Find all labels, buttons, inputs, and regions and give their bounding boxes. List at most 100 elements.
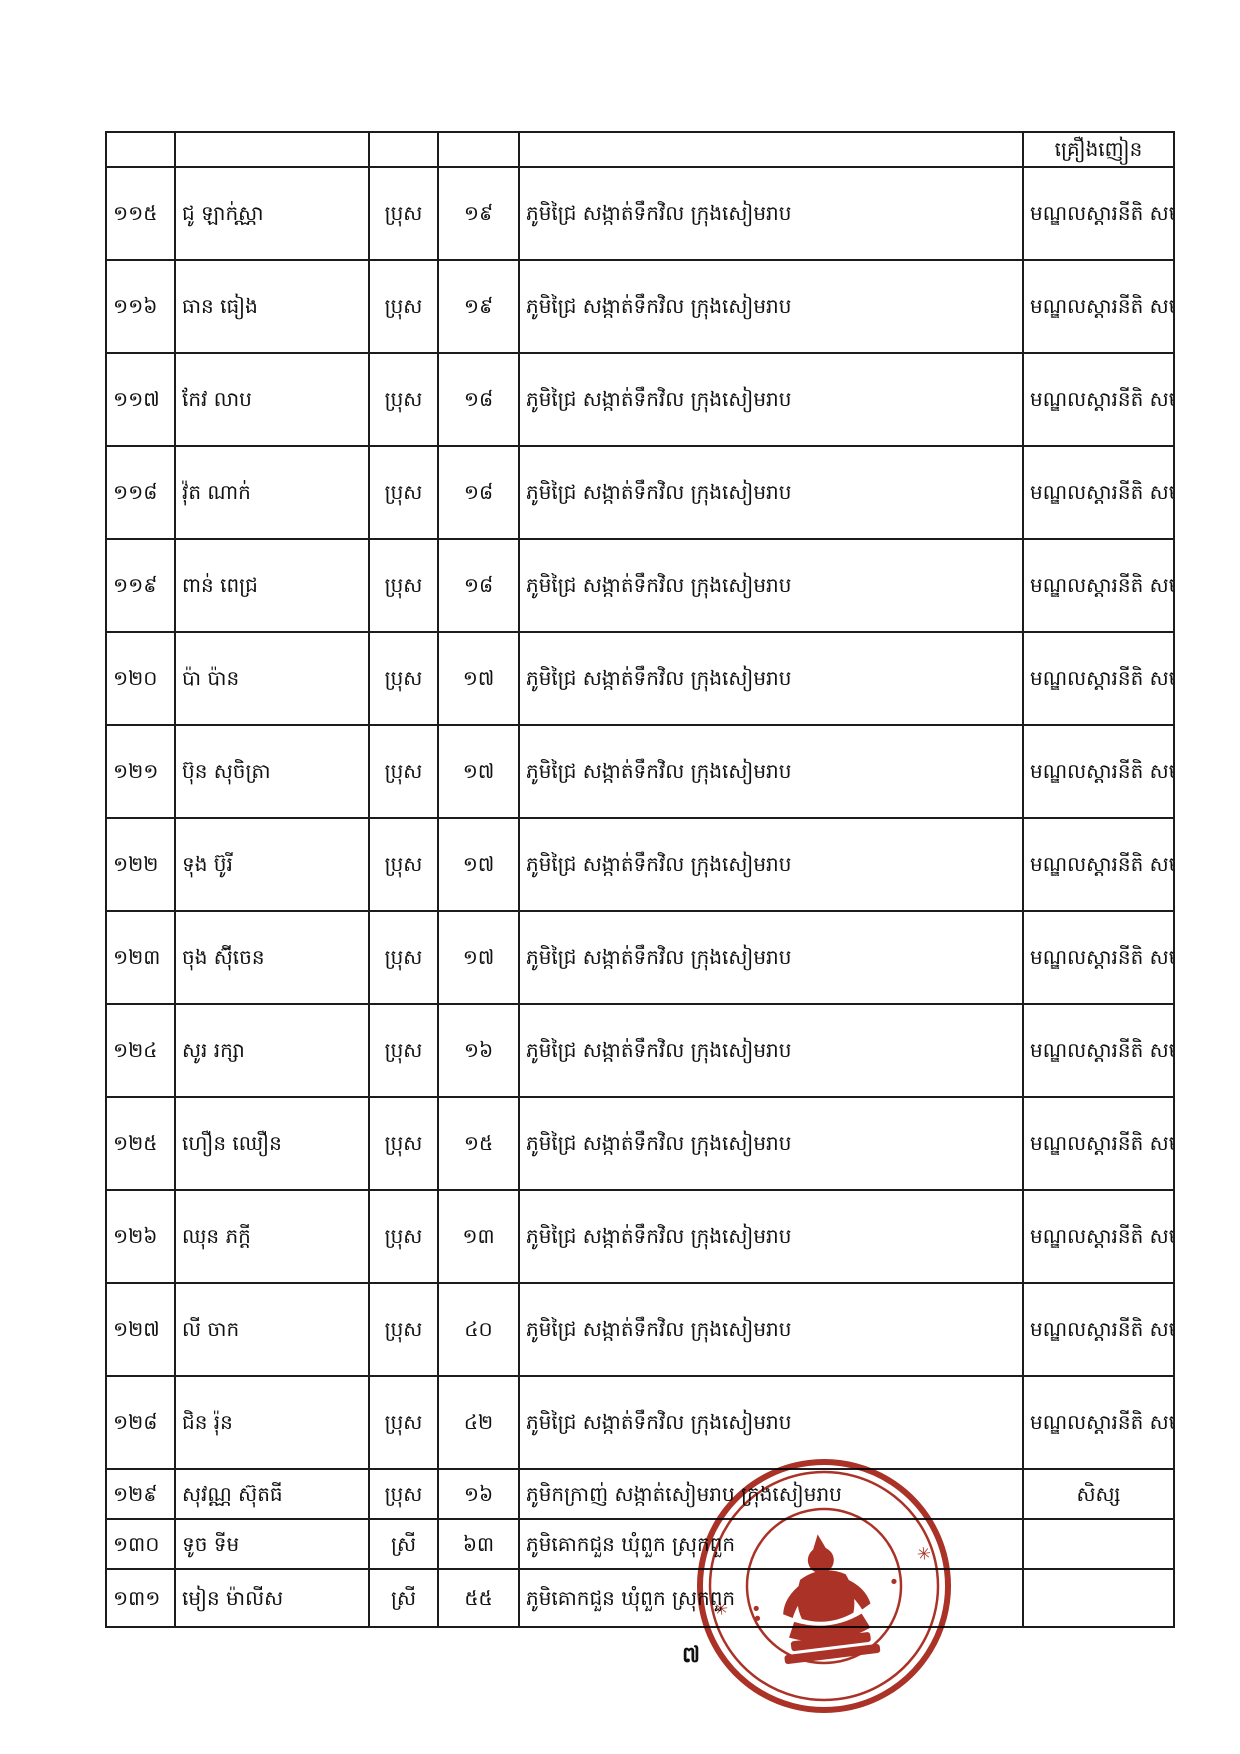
- cell-note: សិស្ស: [1022, 1468, 1175, 1520]
- cell-gender: ប្រុស: [368, 352, 439, 447]
- cell-name: ជូ ឡាក់ស្ណា: [174, 166, 370, 261]
- cell-gender: ប្រុស: [368, 1096, 439, 1191]
- cell-age: ១៧: [437, 631, 520, 726]
- cell-gender: ប្រុស: [368, 1468, 439, 1520]
- table-row: ១១៨ វ៉ុត ណាក់ ប្រុស ១៨ ភូមិជ្រៃ សង្កាត់ទ…: [105, 445, 1175, 540]
- cell-address: ភូមិជ្រៃ សង្កាត់ទឹកវិល ក្រុងសៀមរាប: [518, 1282, 1024, 1377]
- cell-age: ១៩: [437, 259, 520, 354]
- cell-name: កែវ លាប: [174, 352, 370, 447]
- cell-gender: ប្រុស: [368, 259, 439, 354]
- cell-gender: ប្រុស: [368, 817, 439, 912]
- cell-no: ១២១: [105, 724, 176, 819]
- cell-name: ប៊ុន សុចិត្រា: [174, 724, 370, 819]
- cell-address: ភូមិជ្រៃ សង្កាត់ទឹកវិល ក្រុងសៀមរាប: [518, 352, 1024, 447]
- cell-age: ៤២: [437, 1375, 520, 1470]
- table-row: ១១៥ ជូ ឡាក់ស្ណា ប្រុស ១៩ ភូមិជ្រៃ សង្កាត…: [105, 166, 1175, 261]
- cell-name: លី ចាក: [174, 1282, 370, 1377]
- cell-no: ១៣០: [105, 1518, 176, 1570]
- cell-note: មណ្ឌលស្តារនីតិ សម្បទាអ្នកញៀន គ្រឿងញៀន: [1022, 538, 1175, 633]
- cell-name: ប៉ា ប៉ាន: [174, 631, 370, 726]
- cell-name: ឈុន ភក្ដី: [174, 1189, 370, 1284]
- cell-address: ភូមិជ្រៃ សង្កាត់ទឹកវិល ក្រុងសៀមរាប: [518, 1096, 1024, 1191]
- table-row: ១១៩ ពាន់ ពេជ្រ ប្រុស ១៨ ភូមិជ្រៃ សង្កាត់…: [105, 538, 1175, 633]
- cell-age: ១៦: [437, 1003, 520, 1098]
- cell-address: ភូមិជ្រៃ សង្កាត់ទឹកវិល ក្រុងសៀមរាប: [518, 445, 1024, 540]
- table-row: ១៣០ ទូច ទីម ស្រី ៦៣ ភូមិគោកជួន ឃុំពួក ស្…: [105, 1518, 1175, 1570]
- table-row: ១២៩ សុវណ្ណ ស៊ុតធី ប្រុស ១៦ ភូមិកក្រាញ់ ស…: [105, 1468, 1175, 1520]
- cell-no: ១១៥: [105, 166, 176, 261]
- cell-no: ១១៨: [105, 445, 176, 540]
- table-row: ១២៤ សូរ រក្សា ប្រុស ១៦ ភូមិជ្រៃ សង្កាត់ទ…: [105, 1003, 1175, 1098]
- cell-address: ភូមិជ្រៃ សង្កាត់ទឹកវិល ក្រុងសៀមរាប: [518, 724, 1024, 819]
- cell-name: ហឿន ឈឿន: [174, 1096, 370, 1191]
- cell-gender: ប្រុស: [368, 1189, 439, 1284]
- roster-table: គ្រឿងញៀន ១១៥ ជូ ឡាក់ស្ណា ប្រុស ១៩ ភូមិជ្…: [105, 131, 1175, 1628]
- cell-note: មណ្ឌលស្តារនីតិ សម្បទាអ្នកញៀន គ្រឿងញៀន: [1022, 1375, 1175, 1470]
- cell-address: ភូមិជ្រៃ សង្កាត់ទឹកវិល ក្រុងសៀមរាប: [518, 910, 1024, 1005]
- cell-age: ១៥: [437, 1096, 520, 1191]
- cell-note: មណ្ឌលស្តារនីតិ សម្បទាអ្នកញៀន គ្រឿងញៀន: [1022, 1189, 1175, 1284]
- cell-name: ធាន ធៀង: [174, 259, 370, 354]
- table-row: ១២៥ ហឿន ឈឿន ប្រុស ១៥ ភូមិជ្រៃ សង្កាត់ទឹក…: [105, 1096, 1175, 1191]
- cell-name: សុវណ្ណ ស៊ុតធី: [174, 1468, 370, 1520]
- cell-note: មណ្ឌលស្តារនីតិ សម្បទាអ្នកញៀន គ្រឿងញៀន: [1022, 910, 1175, 1005]
- cell-name: ជិន រ៉ុន: [174, 1375, 370, 1470]
- cell-address: ភូមិជ្រៃ សង្កាត់ទឹកវិល ក្រុងសៀមរាប: [518, 259, 1024, 354]
- cell-no: ១២៧: [105, 1282, 176, 1377]
- cell-no: ១២៦: [105, 1189, 176, 1284]
- cell-age: ៦៣: [437, 1518, 520, 1570]
- cell-note: មណ្ឌលស្តារនីតិ សម្បទាអ្នកញៀន គ្រឿងញៀន: [1022, 817, 1175, 912]
- table-row: ១២៨ ជិន រ៉ុន ប្រុស ៤២ ភូមិជ្រៃ សង្កាត់ទឹ…: [105, 1375, 1175, 1470]
- cell-no: [105, 131, 176, 168]
- cell-address: ភូមិជ្រៃ សង្កាត់ទឹកវិល ក្រុងសៀមរាប: [518, 631, 1024, 726]
- cell-note: មណ្ឌលស្តារនីតិ សម្បទាអ្នកញៀន គ្រឿងញៀន: [1022, 1282, 1175, 1377]
- cell-age: ១៩: [437, 166, 520, 261]
- cell-address: ភូមិជ្រៃ សង្កាត់ទឹកវិល ក្រុងសៀមរាប: [518, 538, 1024, 633]
- cell-name: សូរ រក្សា: [174, 1003, 370, 1098]
- cell-no: ១២០: [105, 631, 176, 726]
- cell-address: ភូមិជ្រៃ សង្កាត់ទឹកវិល ក្រុងសៀមរាប: [518, 817, 1024, 912]
- cell-gender: ប្រុស: [368, 1282, 439, 1377]
- cell-gender: ប្រុស: [368, 1003, 439, 1098]
- cell-no: ១២៥: [105, 1096, 176, 1191]
- cell-name: ពាន់ ពេជ្រ: [174, 538, 370, 633]
- cell-name: ទូច ទីម: [174, 1518, 370, 1570]
- cell-age: [437, 131, 520, 168]
- cell-gender: ប្រុស: [368, 445, 439, 540]
- cell-no: ១១៦: [105, 259, 176, 354]
- cell-no: ១៣១: [105, 1568, 176, 1628]
- cell-address: ភូមិគោកជួន ឃុំពួក ស្រុកពួក: [518, 1568, 1024, 1628]
- cell-no: ១២៤: [105, 1003, 176, 1098]
- cell-note: មណ្ឌលស្តារនីតិ សម្បទាអ្នកញៀន គ្រឿងញៀន: [1022, 166, 1175, 261]
- table-row: ១២២ ទុង ប៊ូរី ប្រុស ១៧ ភូមិជ្រៃ សង្កាត់ទ…: [105, 817, 1175, 912]
- cell-age: ១៨: [437, 538, 520, 633]
- cell-gender: ស្រី: [368, 1568, 439, 1628]
- cell-note: មណ្ឌលស្តារនីតិ សម្បទាអ្នកញៀន គ្រឿងញៀន: [1022, 352, 1175, 447]
- cell-gender: ប្រុស: [368, 724, 439, 819]
- cell-name: ចុង ស៊ុីចេន: [174, 910, 370, 1005]
- cell-name: [174, 131, 370, 168]
- cell-no: ១១៩: [105, 538, 176, 633]
- cell-address: ភូមិគោកជួន ឃុំពួក ស្រុកពួក: [518, 1518, 1024, 1570]
- cell-note: មណ្ឌលស្តារនីតិ សម្បទាអ្នកញៀន គ្រឿងញៀន: [1022, 1096, 1175, 1191]
- cell-age: ១៦: [437, 1468, 520, 1520]
- svg-text:រដ្ឋបាលខេត្តសៀមរាប: រដ្ឋបាលខេត្តសៀមរាប: [765, 1640, 903, 1698]
- cell-age: ១៧: [437, 910, 520, 1005]
- cell-age: ១៨: [437, 445, 520, 540]
- cell-age: ៥៥: [437, 1568, 520, 1628]
- cell-no: ១១៧: [105, 352, 176, 447]
- cell-age: ១៧: [437, 817, 520, 912]
- table-row: ១២១ ប៊ុន សុចិត្រា ប្រុស ១៧ ភូមិជ្រៃ សង្ក…: [105, 724, 1175, 819]
- cell-no: ១២៩: [105, 1468, 176, 1520]
- stamp-bottom-arc-text: រដ្ឋបាលខេត្តសៀមរាប: [765, 1640, 903, 1698]
- table-row: ១២០ ប៉ា ប៉ាន ប្រុស ១៧ ភូមិជ្រៃ សង្កាត់ទឹ…: [105, 631, 1175, 726]
- cell-age: ១៨: [437, 352, 520, 447]
- cell-address: ភូមិជ្រៃ សង្កាត់ទឹកវិល ក្រុងសៀមរាប: [518, 1003, 1024, 1098]
- table-row: ១២៧ លី ចាក ប្រុស ៤០ ភូមិជ្រៃ សង្កាត់ទឹកវ…: [105, 1282, 1175, 1377]
- table-row: ១១៧ កែវ លាប ប្រុស ១៨ ភូមិជ្រៃ សង្កាត់ទឹក…: [105, 352, 1175, 447]
- cell-address: ភូមិជ្រៃ សង្កាត់ទឹកវិល ក្រុងសៀមរាប: [518, 1375, 1024, 1470]
- cell-gender: ស្រី: [368, 1518, 439, 1570]
- cell-gender: ប្រុស: [368, 910, 439, 1005]
- cell-age: ៤០: [437, 1282, 520, 1377]
- cell-gender: [368, 131, 439, 168]
